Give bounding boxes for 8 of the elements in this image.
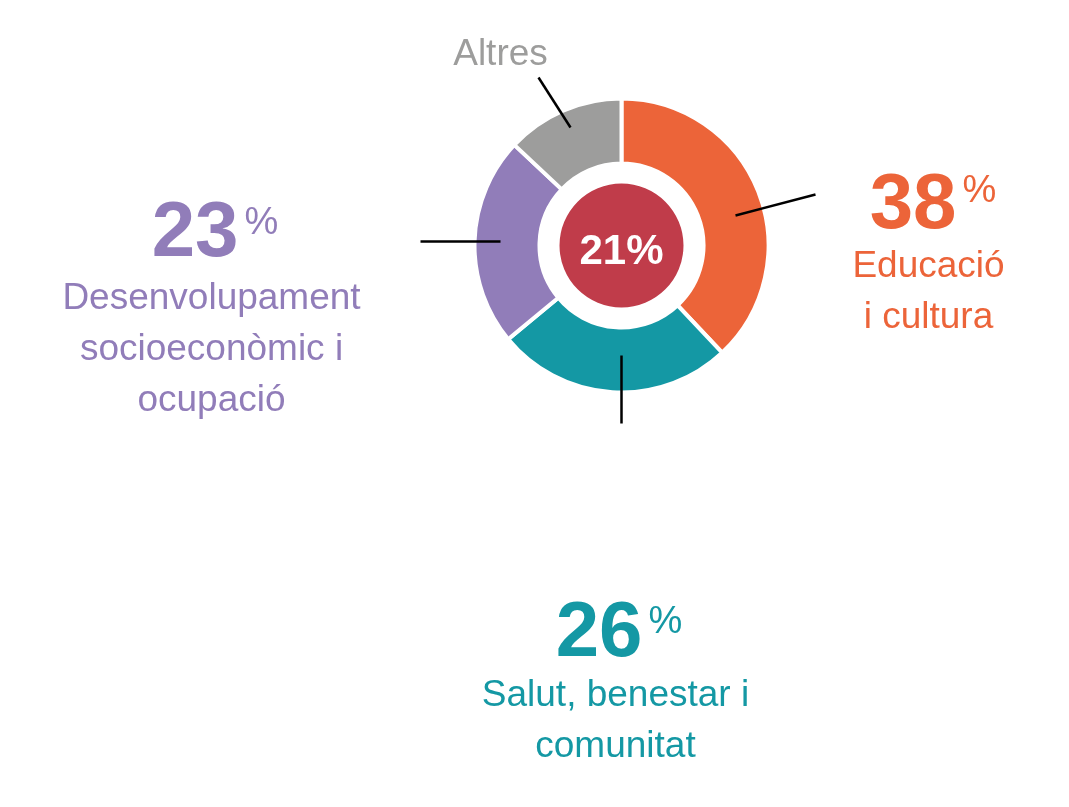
slice-label: Altres [453, 31, 548, 73]
slice-label: Educació i cultura [852, 243, 1005, 336]
text: 21% [579, 226, 664, 273]
slice-label: Desenvolupament socioeconòmic i ocupació [62, 275, 362, 419]
data-label: 26% [555, 584, 683, 673]
data-label: 23% [151, 184, 279, 273]
slice-label: Salut, benestar i comunitat [481, 672, 750, 765]
data-label: 38% [869, 156, 997, 245]
